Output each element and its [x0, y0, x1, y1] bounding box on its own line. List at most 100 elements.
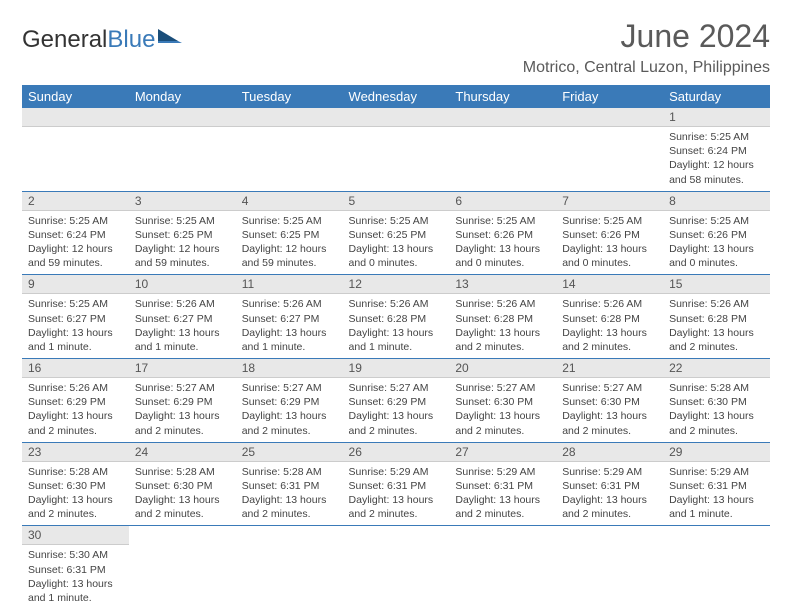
calendar-day-cell: 25Sunrise: 5:28 AMSunset: 6:31 PMDayligh…: [236, 442, 343, 526]
calendar-day-cell: 29Sunrise: 5:29 AMSunset: 6:31 PMDayligh…: [663, 442, 770, 526]
calendar-day-cell: 11Sunrise: 5:26 AMSunset: 6:27 PMDayligh…: [236, 275, 343, 359]
daylight-text-1: Daylight: 13 hours: [242, 409, 337, 423]
daylight-text-2: and 59 minutes.: [28, 256, 123, 270]
sunrise-text: Sunrise: 5:25 AM: [135, 214, 230, 228]
day-number: 30: [22, 526, 129, 545]
daylight-text-2: and 2 minutes.: [562, 340, 657, 354]
day-number: 5: [343, 192, 450, 211]
sunrise-text: Sunrise: 5:27 AM: [349, 381, 444, 395]
day-number: 16: [22, 359, 129, 378]
daylight-text-2: and 2 minutes.: [135, 424, 230, 438]
calendar-day-cell: 15Sunrise: 5:26 AMSunset: 6:28 PMDayligh…: [663, 275, 770, 359]
sunset-text: Sunset: 6:31 PM: [242, 479, 337, 493]
day-number: 27: [449, 443, 556, 462]
day-details: Sunrise: 5:26 AMSunset: 6:27 PMDaylight:…: [129, 294, 236, 358]
day-number: 18: [236, 359, 343, 378]
daylight-text-1: Daylight: 13 hours: [28, 577, 123, 591]
calendar-day-cell: 7Sunrise: 5:25 AMSunset: 6:26 PMDaylight…: [556, 191, 663, 275]
daylight-text-2: and 1 minute.: [242, 340, 337, 354]
day-details: Sunrise: 5:29 AMSunset: 6:31 PMDaylight:…: [556, 462, 663, 526]
weekday-header: Sunday: [22, 85, 129, 108]
daylight-text-1: Daylight: 13 hours: [242, 326, 337, 340]
calendar-week-row: 23Sunrise: 5:28 AMSunset: 6:30 PMDayligh…: [22, 442, 770, 526]
day-number: 6: [449, 192, 556, 211]
day-number: [129, 108, 236, 127]
day-details: Sunrise: 5:30 AMSunset: 6:31 PMDaylight:…: [22, 545, 129, 609]
daylight-text-1: Daylight: 13 hours: [349, 493, 444, 507]
sunset-text: Sunset: 6:31 PM: [669, 479, 764, 493]
sunset-text: Sunset: 6:29 PM: [28, 395, 123, 409]
sunset-text: Sunset: 6:24 PM: [669, 144, 764, 158]
day-number: 19: [343, 359, 450, 378]
calendar-day-cell: 22Sunrise: 5:28 AMSunset: 6:30 PMDayligh…: [663, 359, 770, 443]
daylight-text-2: and 2 minutes.: [28, 424, 123, 438]
day-details: Sunrise: 5:25 AMSunset: 6:24 PMDaylight:…: [663, 127, 770, 191]
calendar-week-row: 2Sunrise: 5:25 AMSunset: 6:24 PMDaylight…: [22, 191, 770, 275]
sunset-text: Sunset: 6:31 PM: [28, 563, 123, 577]
sunrise-text: Sunrise: 5:28 AM: [28, 465, 123, 479]
daylight-text-2: and 2 minutes.: [349, 424, 444, 438]
day-number: 7: [556, 192, 663, 211]
day-details: Sunrise: 5:26 AMSunset: 6:28 PMDaylight:…: [556, 294, 663, 358]
daylight-text-1: Daylight: 13 hours: [455, 493, 550, 507]
weekday-header-row: SundayMondayTuesdayWednesdayThursdayFrid…: [22, 85, 770, 108]
header: GeneralBlue June 2024 Motrico, Central L…: [22, 18, 770, 77]
day-details: Sunrise: 5:26 AMSunset: 6:28 PMDaylight:…: [663, 294, 770, 358]
title-block: June 2024 Motrico, Central Luzon, Philip…: [523, 18, 770, 77]
daylight-text-1: Daylight: 13 hours: [349, 242, 444, 256]
sunrise-text: Sunrise: 5:26 AM: [28, 381, 123, 395]
flag-icon: [158, 26, 184, 54]
calendar-day-cell: [129, 108, 236, 191]
day-details: Sunrise: 5:28 AMSunset: 6:30 PMDaylight:…: [663, 378, 770, 442]
day-number: [449, 108, 556, 127]
day-number: 25: [236, 443, 343, 462]
daylight-text-2: and 1 minute.: [349, 340, 444, 354]
calendar-day-cell: [343, 526, 450, 609]
day-details: Sunrise: 5:27 AMSunset: 6:30 PMDaylight:…: [556, 378, 663, 442]
weekday-header: Saturday: [663, 85, 770, 108]
calendar-day-cell: 1Sunrise: 5:25 AMSunset: 6:24 PMDaylight…: [663, 108, 770, 191]
day-number: 22: [663, 359, 770, 378]
sunrise-text: Sunrise: 5:29 AM: [562, 465, 657, 479]
calendar-day-cell: 27Sunrise: 5:29 AMSunset: 6:31 PMDayligh…: [449, 442, 556, 526]
sunrise-text: Sunrise: 5:26 AM: [455, 297, 550, 311]
calendar-day-cell: 19Sunrise: 5:27 AMSunset: 6:29 PMDayligh…: [343, 359, 450, 443]
day-details: Sunrise: 5:25 AMSunset: 6:26 PMDaylight:…: [449, 211, 556, 275]
calendar-day-cell: [556, 108, 663, 191]
daylight-text-1: Daylight: 13 hours: [669, 326, 764, 340]
sunset-text: Sunset: 6:30 PM: [455, 395, 550, 409]
weekday-header: Thursday: [449, 85, 556, 108]
calendar-day-cell: 6Sunrise: 5:25 AMSunset: 6:26 PMDaylight…: [449, 191, 556, 275]
calendar-day-cell: 21Sunrise: 5:27 AMSunset: 6:30 PMDayligh…: [556, 359, 663, 443]
sunset-text: Sunset: 6:25 PM: [242, 228, 337, 242]
sunset-text: Sunset: 6:24 PM: [28, 228, 123, 242]
calendar-day-cell: 3Sunrise: 5:25 AMSunset: 6:25 PMDaylight…: [129, 191, 236, 275]
daylight-text-2: and 2 minutes.: [455, 340, 550, 354]
sunset-text: Sunset: 6:28 PM: [669, 312, 764, 326]
calendar-week-row: 16Sunrise: 5:26 AMSunset: 6:29 PMDayligh…: [22, 359, 770, 443]
day-number: 12: [343, 275, 450, 294]
calendar-table: SundayMondayTuesdayWednesdayThursdayFrid…: [22, 85, 770, 609]
calendar-day-cell: 24Sunrise: 5:28 AMSunset: 6:30 PMDayligh…: [129, 442, 236, 526]
day-number: 11: [236, 275, 343, 294]
daylight-text-2: and 2 minutes.: [242, 507, 337, 521]
day-details: Sunrise: 5:25 AMSunset: 6:25 PMDaylight:…: [129, 211, 236, 275]
day-details: Sunrise: 5:25 AMSunset: 6:24 PMDaylight:…: [22, 211, 129, 275]
daylight-text-2: and 0 minutes.: [455, 256, 550, 270]
sunrise-text: Sunrise: 5:26 AM: [562, 297, 657, 311]
day-details: Sunrise: 5:29 AMSunset: 6:31 PMDaylight:…: [343, 462, 450, 526]
day-number: [236, 108, 343, 127]
daylight-text-1: Daylight: 13 hours: [562, 242, 657, 256]
daylight-text-2: and 2 minutes.: [135, 507, 230, 521]
sunset-text: Sunset: 6:30 PM: [135, 479, 230, 493]
sunrise-text: Sunrise: 5:27 AM: [455, 381, 550, 395]
calendar-day-cell: [343, 108, 450, 191]
daylight-text-1: Daylight: 13 hours: [135, 326, 230, 340]
daylight-text-2: and 0 minutes.: [562, 256, 657, 270]
day-number: 21: [556, 359, 663, 378]
daylight-text-2: and 1 minute.: [28, 591, 123, 605]
daylight-text-2: and 0 minutes.: [669, 256, 764, 270]
calendar-day-cell: 16Sunrise: 5:26 AMSunset: 6:29 PMDayligh…: [22, 359, 129, 443]
sunset-text: Sunset: 6:29 PM: [349, 395, 444, 409]
daylight-text-1: Daylight: 13 hours: [135, 493, 230, 507]
